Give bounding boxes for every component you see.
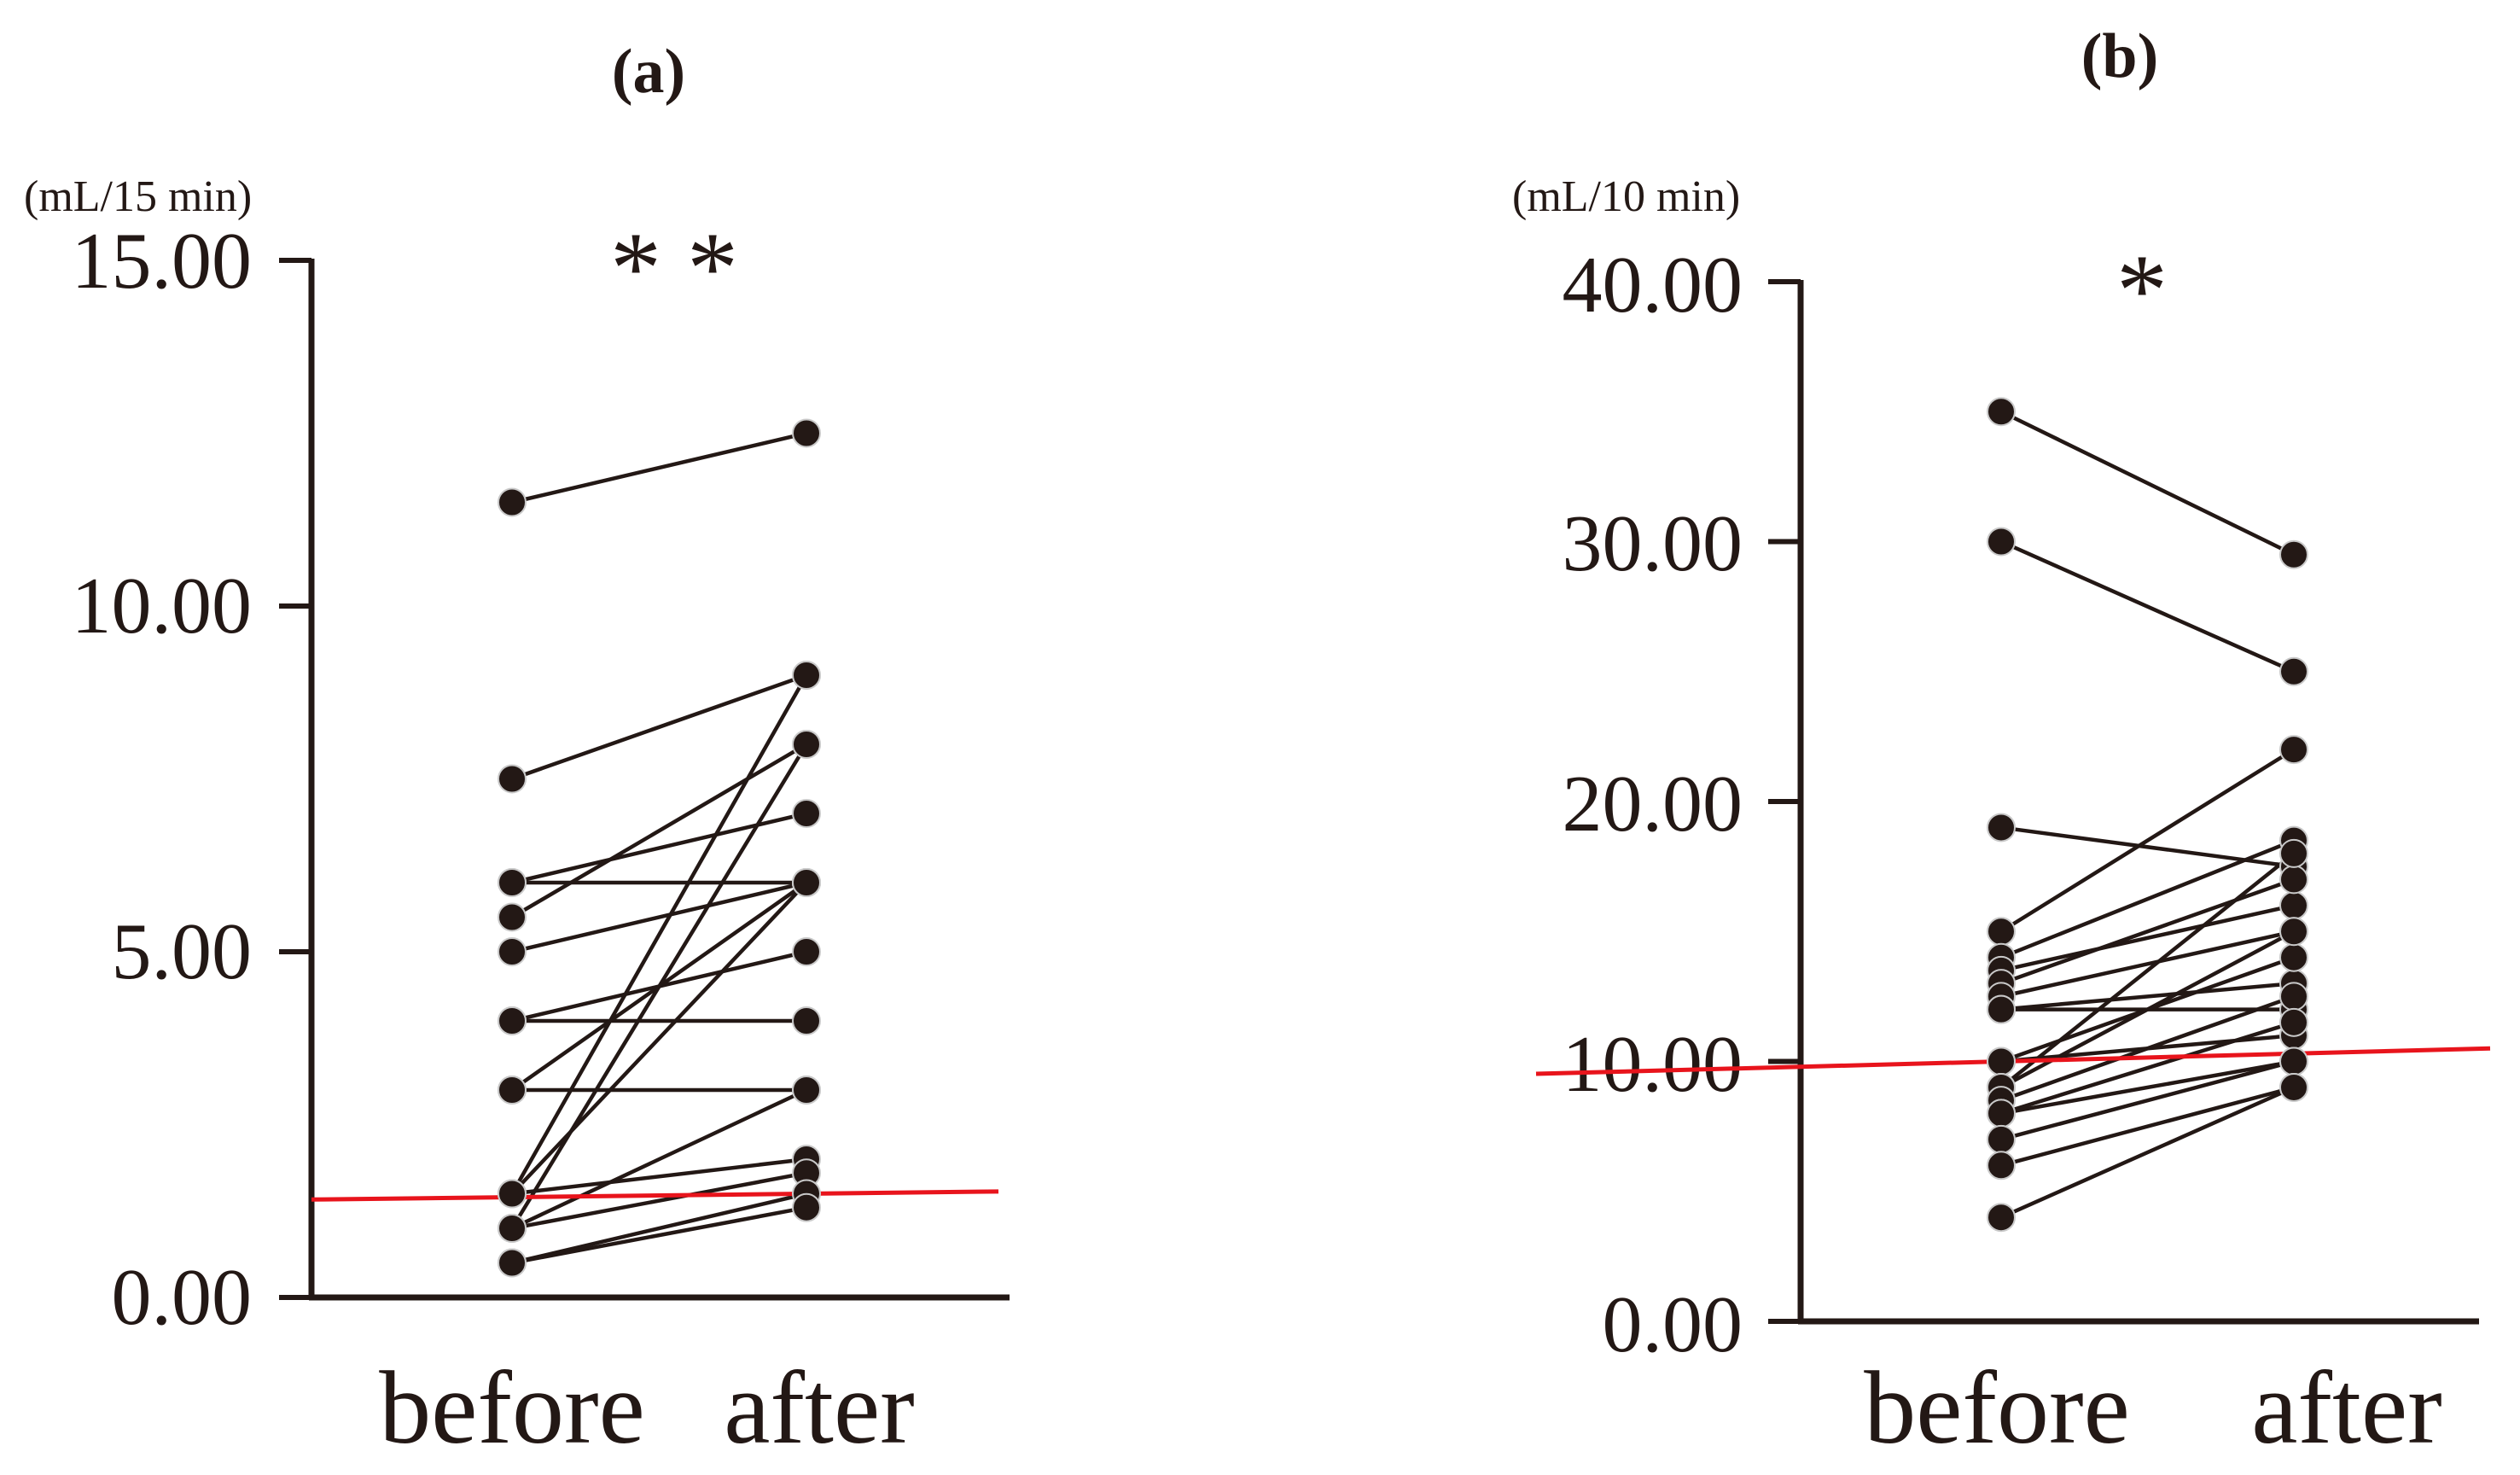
panel-b-point-before xyxy=(1987,1203,2016,1233)
panel-a-point-before xyxy=(498,487,527,517)
panel-b-point-before xyxy=(1987,917,2016,947)
panel-a-pair-line xyxy=(511,673,807,781)
panel-b-point-after xyxy=(2279,1007,2308,1037)
panel-a-point-before xyxy=(498,1179,527,1209)
panel-b-pair-line xyxy=(2000,877,2295,986)
panel-a-significance: * * xyxy=(610,211,738,324)
panel-a-pair-line xyxy=(511,1087,807,1231)
panel-a-point-before xyxy=(498,937,527,966)
panel-a-point-before xyxy=(498,1006,527,1035)
panel-b-pair-line xyxy=(2000,1085,2295,1168)
panel-b-point-after xyxy=(2279,1072,2308,1102)
panel-a-pair-line xyxy=(511,811,807,885)
panel-b-point-before xyxy=(1987,813,2016,842)
panel-b-point-after xyxy=(2279,656,2308,686)
panel-a-pair-line xyxy=(510,673,808,1195)
panel-a-pair-line xyxy=(511,1170,807,1231)
panel-a-xlabel-after: after xyxy=(724,1350,914,1466)
panel-b-plot-area xyxy=(1535,279,2491,1325)
panel-b-xlabel-after: after xyxy=(2251,1350,2441,1466)
panel-a-point-after xyxy=(792,730,821,759)
panel-a-ytick-label: 0.00 xyxy=(112,1253,253,1342)
panel-a-point-before xyxy=(498,764,527,794)
panel-b-point-after xyxy=(2279,865,2308,895)
panel-b-pair-line xyxy=(2000,1059,2295,1142)
panel-a-pair-line xyxy=(511,431,807,504)
panel-b-point-before xyxy=(1987,1099,2016,1128)
panel-b-point-before xyxy=(1987,994,2016,1024)
panel-a-point-before xyxy=(498,902,527,932)
panel-a-pair-line xyxy=(510,743,808,1230)
panel-a-title: (a) xyxy=(612,37,685,107)
panel-a-unit-label: (mL/15 min) xyxy=(24,172,252,221)
panel-a-point-before xyxy=(498,1214,527,1243)
panel-a-point-after xyxy=(792,937,821,966)
panel-a-point-before xyxy=(498,1248,527,1278)
panel-b-pair-line xyxy=(2000,410,2295,557)
panel-a-point-after xyxy=(792,1192,821,1222)
panel-b-pair-line xyxy=(2000,1085,2295,1220)
panel-b-point-before xyxy=(1987,527,2016,557)
panel-b-unit-label: (mL/10 min) xyxy=(1512,172,1740,221)
panel-b-pair-line xyxy=(2000,930,2295,999)
panel-a-point-after xyxy=(792,868,821,897)
panel-a-ytick-label: 15.00 xyxy=(72,217,253,306)
panel-b-point-before xyxy=(1987,1124,2016,1154)
panel-b-point-after xyxy=(2279,917,2308,947)
panel-b-pair-line xyxy=(2000,981,2295,1012)
panel-a-point-before xyxy=(498,868,527,897)
panel-b-xlabel-before: before xyxy=(1864,1350,2130,1466)
panel-b-ytick-label: 40.00 xyxy=(1563,241,1743,329)
panel-b-title: (b) xyxy=(2081,21,2158,91)
panel-b-point-after xyxy=(2279,539,2308,569)
panel-b-pair-line xyxy=(2000,539,2295,673)
panel-b-point-before xyxy=(1987,1046,2016,1076)
panel-b-point-after xyxy=(2279,838,2308,868)
panel-a-ytick-label: 5.00 xyxy=(112,907,253,996)
panel-b-pair-line xyxy=(2000,994,2295,1103)
panel-a-point-before xyxy=(498,1076,527,1105)
panel-a-pair-line xyxy=(511,1192,807,1265)
panel-b-pair-line xyxy=(2000,1059,2295,1116)
panel-a-plot-area xyxy=(279,258,1010,1301)
panel-a-pair-line xyxy=(511,1157,807,1196)
panel-b-point-after xyxy=(2279,735,2308,765)
panel-a: (a) (mL/15 min) * * 15.00 10.00 5.00 0.0… xyxy=(24,37,1010,1466)
panel-b-pair-line xyxy=(2000,825,2295,869)
panel-b-ytick-label: 20.00 xyxy=(1563,760,1743,848)
panel-b-point-before xyxy=(1987,397,2016,427)
panel-b-ytick-label: 10.00 xyxy=(1563,1020,1743,1109)
panel-a-pair-line xyxy=(510,743,808,919)
panel-a-pair-line xyxy=(510,881,808,1196)
panel-b-ytick-label: 0.00 xyxy=(1603,1280,1743,1369)
panel-a-reference-line xyxy=(311,1189,999,1202)
panel-a-point-after xyxy=(792,1006,821,1035)
panel-a-ytick-label: 10.00 xyxy=(72,562,253,650)
panel-b-pair-line xyxy=(2000,838,2295,959)
panel-b-point-after xyxy=(2279,1046,2308,1076)
panel-a-point-after xyxy=(792,799,821,828)
panel-b-ytick-label: 30.00 xyxy=(1563,499,1743,588)
panel-b-point-after xyxy=(2279,942,2308,972)
panel-a-point-after xyxy=(792,661,821,690)
panel-b: (b) (mL/10 min) * 40.00 30.00 20.00 10.0… xyxy=(1512,21,2491,1466)
panel-b-pair-line xyxy=(1999,748,2296,934)
panel-b-pair-line xyxy=(2000,1020,2295,1116)
panel-a-point-after xyxy=(792,418,821,448)
panel-a-pair-line xyxy=(511,880,807,954)
panel-b-significance: * xyxy=(2116,233,2168,347)
panel-a-xlabel-before: before xyxy=(379,1350,645,1466)
panel-a-point-after xyxy=(792,1076,821,1105)
panel-a-pair-line xyxy=(511,1205,807,1265)
panel-b-pair-line xyxy=(2000,903,2295,973)
panel-b-pair-line xyxy=(1999,852,2296,1089)
panel-b-point-after xyxy=(2279,890,2308,920)
panel-b-point-after xyxy=(2279,982,2308,1012)
panel-b-point-before xyxy=(1987,1151,2016,1181)
